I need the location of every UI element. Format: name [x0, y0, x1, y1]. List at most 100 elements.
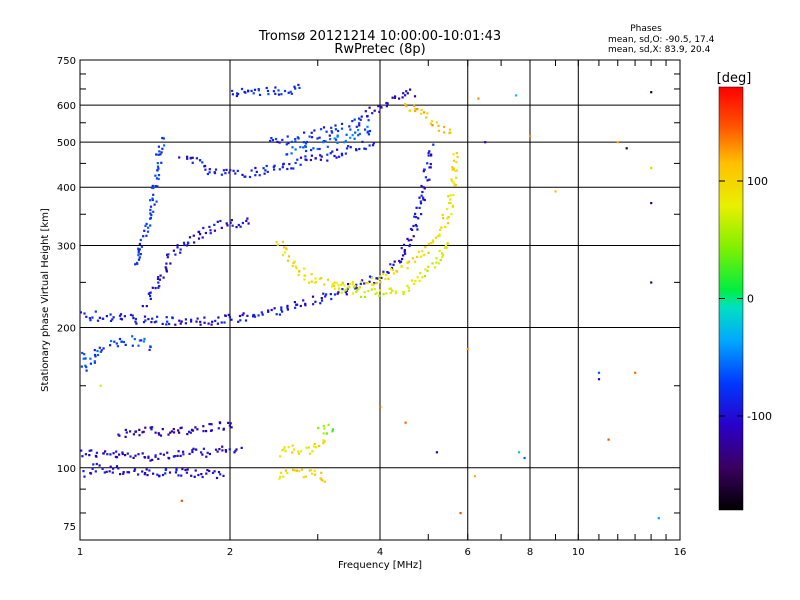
data-point [199, 320, 202, 323]
data-point [96, 349, 99, 353]
data-point [149, 216, 152, 220]
data-point [375, 277, 378, 280]
data-point [103, 471, 106, 474]
data-point [368, 144, 371, 147]
data-point [154, 287, 157, 290]
data-point [402, 291, 405, 294]
colorbar-unit: [deg] [717, 71, 752, 86]
data-point [294, 148, 297, 151]
data-point [109, 313, 112, 316]
data-point [378, 277, 381, 281]
data-point [220, 173, 223, 176]
data-point [356, 289, 359, 292]
data-point [625, 147, 628, 150]
data-point [363, 291, 366, 294]
data-point [456, 155, 459, 158]
data-point [84, 357, 87, 360]
data-point [118, 314, 122, 317]
data-point [334, 128, 337, 131]
data-point [313, 473, 317, 476]
data-point [395, 270, 399, 273]
data-point [358, 124, 361, 127]
data-point [326, 278, 330, 281]
data-point [400, 247, 403, 250]
data-point [244, 319, 248, 322]
data-point [94, 470, 97, 473]
data-point [176, 454, 179, 457]
data-point [235, 226, 238, 229]
data-point [286, 135, 289, 138]
data-point [232, 169, 235, 172]
data-point [80, 449, 83, 452]
data-point [191, 429, 195, 432]
data-point [222, 474, 225, 477]
axis-ticks: 1 2 4 6 8 10 16 75 100 200 300 400 500 600 750 [57, 56, 686, 558]
data-point [152, 472, 155, 475]
data-point [228, 448, 231, 451]
data-point [137, 453, 140, 456]
data-point [79, 311, 82, 314]
data-point [329, 152, 332, 155]
data-point [216, 322, 219, 325]
data-point [184, 468, 187, 472]
data-point [207, 322, 210, 325]
data-point [82, 470, 85, 473]
data-point [402, 243, 406, 246]
data-point [273, 168, 276, 171]
data-point [172, 428, 175, 431]
data-point [452, 181, 455, 184]
data-point [425, 116, 428, 119]
data-point [433, 266, 437, 269]
data-point [308, 469, 311, 472]
data-point [145, 468, 148, 471]
data-point [435, 261, 438, 264]
data-point [454, 169, 457, 172]
data-point [286, 304, 289, 307]
data-point [205, 430, 208, 433]
data-point [94, 454, 97, 457]
data-point [449, 202, 452, 205]
data-point [323, 283, 326, 286]
x-tick-label: 1 [77, 547, 83, 558]
data-point [422, 186, 425, 189]
data-point [226, 224, 229, 227]
data-point [345, 293, 348, 296]
data-point [118, 453, 121, 456]
data-point [330, 285, 334, 288]
data-point [310, 149, 313, 152]
data-point [435, 257, 438, 260]
data-point [419, 255, 423, 258]
data-point [161, 473, 165, 477]
data-point [165, 270, 168, 273]
data-point [304, 304, 307, 307]
data-point [254, 174, 257, 177]
data-point [206, 172, 209, 176]
data-point [286, 167, 289, 171]
data-point [484, 141, 487, 144]
data-point [283, 251, 287, 254]
data-point [366, 115, 369, 118]
data-point [320, 277, 323, 280]
data-point [182, 241, 186, 244]
data-point [237, 93, 240, 96]
data-point [272, 90, 275, 93]
data-point [290, 92, 293, 95]
data-point [426, 112, 429, 115]
data-point [407, 286, 410, 289]
data-point [83, 312, 86, 315]
data-point [318, 136, 321, 139]
data-point [373, 282, 376, 285]
data-point [132, 456, 135, 459]
data-point [229, 422, 232, 425]
data-point [231, 89, 234, 92]
data-point [650, 202, 653, 205]
data-point [385, 273, 388, 277]
data-point [112, 467, 115, 470]
data-point [241, 313, 244, 317]
data-point [132, 433, 135, 436]
data-point [233, 451, 236, 454]
data-point [149, 224, 152, 227]
data-point [164, 472, 167, 475]
data-point [324, 295, 327, 298]
